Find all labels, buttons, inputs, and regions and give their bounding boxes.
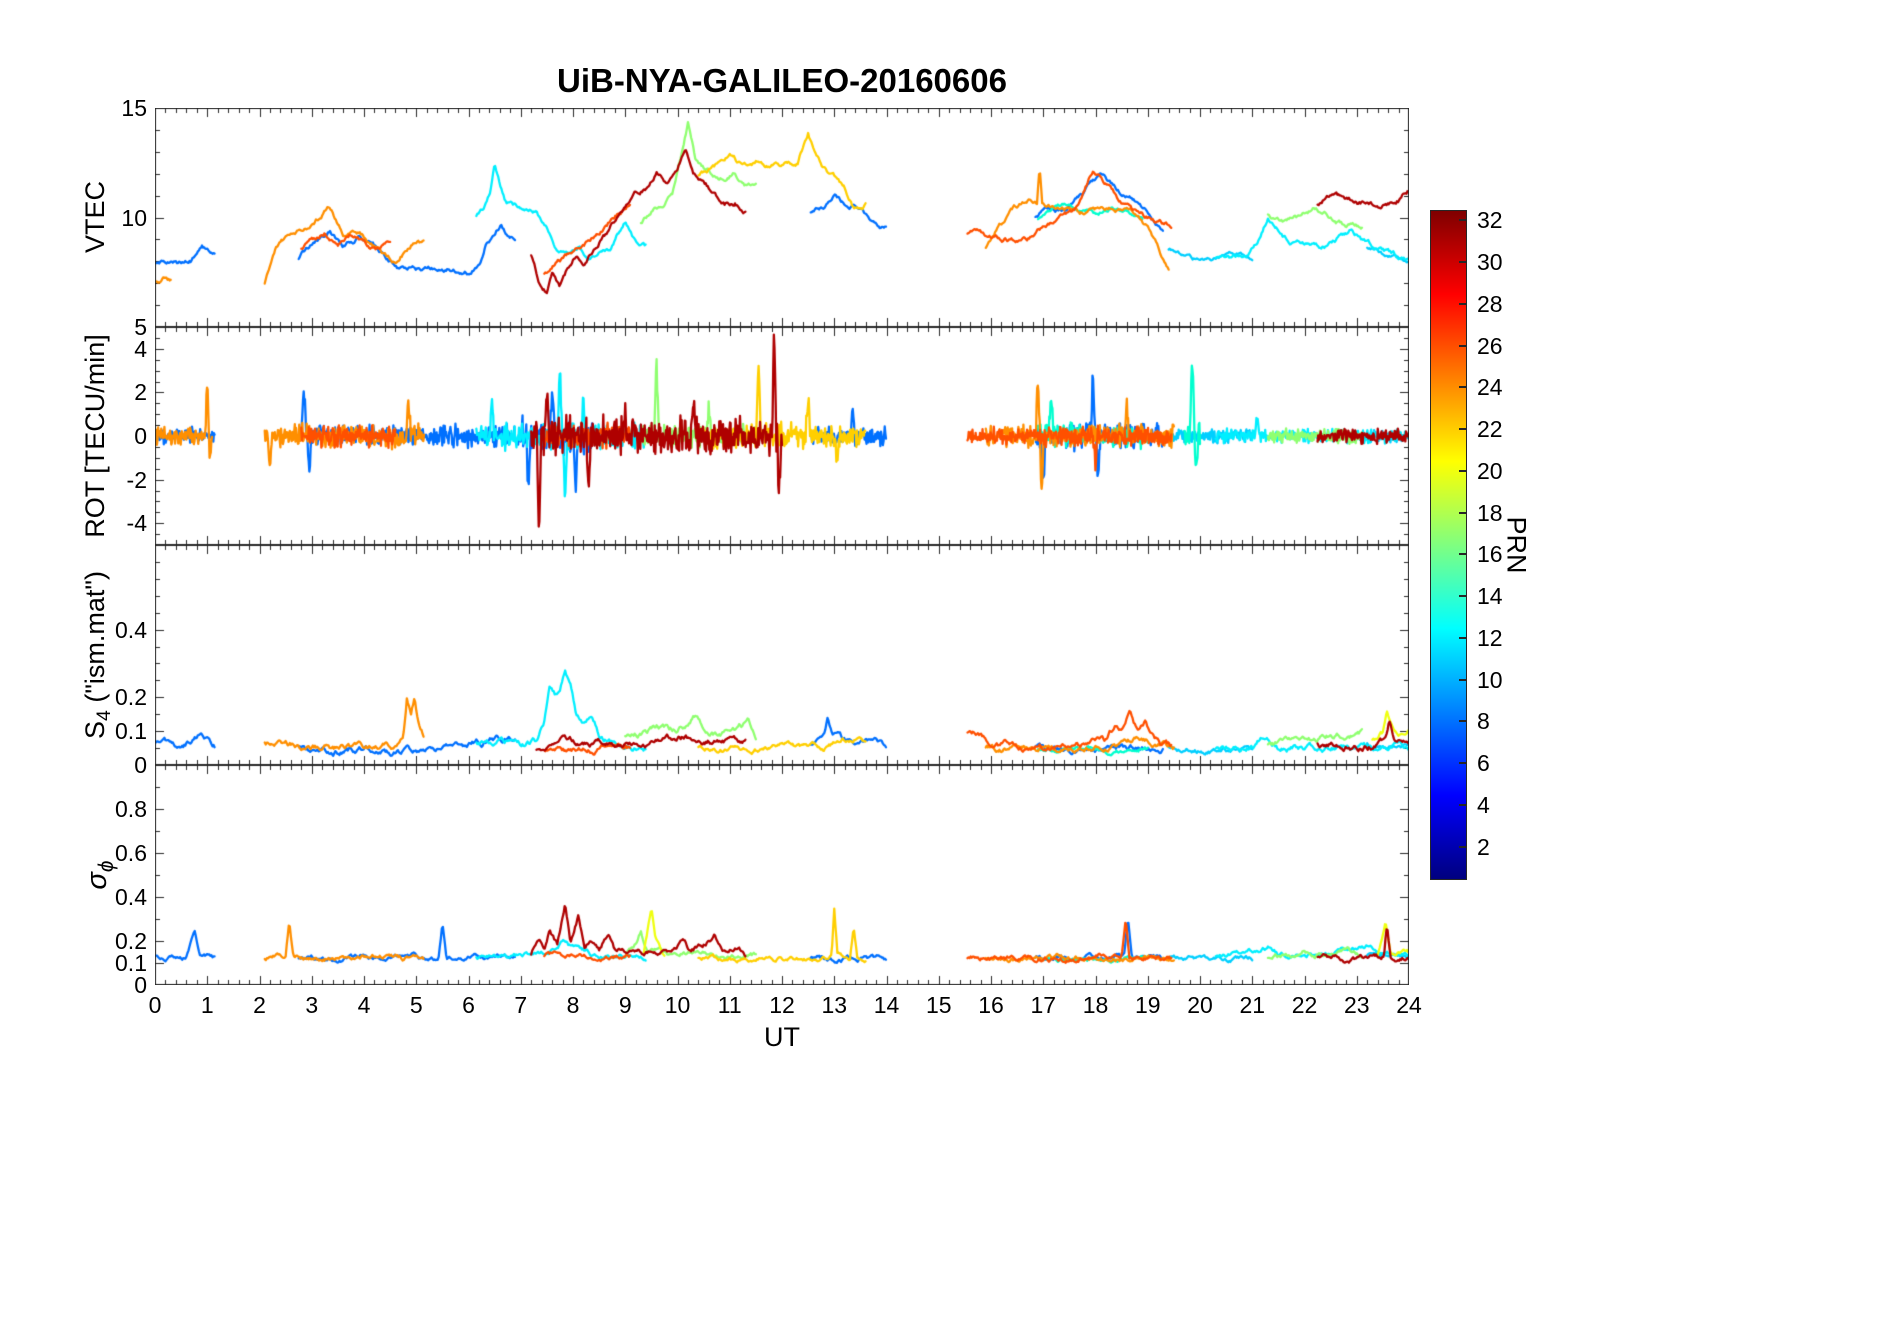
colorbar-tick-label: 14 — [1477, 583, 1503, 610]
panel-s4 — [155, 545, 1409, 765]
colorbar-tick-label: 22 — [1477, 416, 1503, 443]
x-tick-label: 21 — [1239, 992, 1266, 1018]
colorbar-tick-mark — [1459, 553, 1466, 556]
colorbar-tick-label: 26 — [1477, 332, 1503, 359]
colorbar-tick-label: 2 — [1477, 833, 1490, 860]
y-tick-label: -4 — [126, 510, 147, 537]
x-tick-label: 10 — [664, 992, 691, 1018]
x-tick-label: 19 — [1134, 992, 1161, 1018]
y-tick-label: 0.6 — [115, 840, 147, 866]
y-tick-label: 0 — [134, 972, 147, 998]
colorbar-tick-mark — [1459, 469, 1466, 472]
colorbar-label: PRN — [1501, 516, 1532, 574]
y-tick-label: 0.1 — [115, 950, 147, 976]
colorbar-tick-label: 30 — [1477, 249, 1503, 276]
colorbar-tick-label: 32 — [1477, 207, 1503, 234]
colorbar-tick-label: 12 — [1477, 624, 1503, 651]
y-tick-label: 10 — [121, 204, 147, 231]
panel-vtec — [155, 108, 1409, 327]
y-tick-label: -2 — [126, 466, 147, 493]
colorbar-tick-mark — [1459, 511, 1466, 514]
x-tick-label: 6 — [462, 992, 475, 1018]
s4-axis-label: S4 ("ism.mat") — [80, 571, 116, 739]
x-tick-label: 15 — [925, 992, 952, 1018]
vtec-plot-canvas — [155, 108, 1409, 327]
x-tick-label: 5 — [409, 992, 423, 1018]
s4-axis-label-text: S — [79, 720, 110, 739]
s4-plot-canvas — [155, 545, 1409, 765]
x-tick-label: 16 — [978, 992, 1004, 1018]
y-tick-label: 0.2 — [115, 684, 147, 711]
colorbar-tick-mark — [1459, 595, 1466, 598]
colorbar-tick-mark — [1459, 302, 1466, 305]
colorbar-tick-label: 10 — [1477, 666, 1503, 693]
sigma-phi-axis-label: σϕ — [81, 860, 119, 889]
sigma-phi-axis-label-text: σ — [81, 872, 114, 890]
x-tick-label: 20 — [1187, 992, 1213, 1018]
x-tick-label: 1 — [200, 992, 214, 1018]
colorbar-tick-mark — [1459, 261, 1466, 264]
colorbar-tick-mark — [1459, 428, 1466, 431]
x-tick-label: 7 — [514, 992, 528, 1018]
y-tick-label: 0.4 — [115, 884, 147, 910]
colorbar-tick-label: 20 — [1477, 457, 1503, 484]
x-tick-label: 13 — [821, 992, 848, 1018]
chart-title: UiB-NYA-GALILEO-20160606 — [557, 62, 1007, 99]
y-tick-label: 4 — [134, 335, 147, 362]
colorbar-tick-mark — [1459, 762, 1466, 765]
x-tick-label: 24 — [1396, 992, 1422, 1018]
rot-axis-label: ROT [TECU/min] — [80, 334, 116, 538]
colorbar — [1430, 210, 1467, 880]
rot-axis-label-text: ROT [TECU/min] — [79, 334, 110, 538]
colorbar-tick-label: 18 — [1477, 499, 1503, 526]
colorbar-tick-label: 28 — [1477, 290, 1503, 317]
colorbar-tick-label: 4 — [1477, 791, 1490, 818]
y-tick-label: 2 — [134, 379, 147, 406]
s4-axis-label-rest: ("ism.mat") — [79, 571, 110, 711]
x-tick-label: 23 — [1343, 992, 1370, 1018]
x-tick-label: 8 — [566, 992, 580, 1018]
y-tick-label: 0.4 — [115, 616, 147, 643]
colorbar-tick-label: 16 — [1477, 541, 1503, 568]
sigma-phi-plot-canvas — [155, 765, 1409, 985]
vtec-axis-label: VTEC — [80, 181, 116, 253]
y-tick-label: 15 — [121, 95, 147, 121]
colorbar-tick-label: 6 — [1477, 750, 1490, 777]
x-tick-label: 22 — [1291, 992, 1318, 1018]
colorbar-tick-mark — [1459, 386, 1466, 389]
colorbar-tick-mark — [1459, 720, 1466, 723]
y-tick-label: 0.8 — [115, 796, 147, 822]
x-tick-label: 17 — [1030, 992, 1057, 1018]
colorbar-tick-label: 24 — [1477, 374, 1503, 401]
x-tick-label: 2 — [253, 992, 266, 1018]
y-tick-label: 5 — [134, 314, 147, 340]
colorbar-tick-mark — [1459, 219, 1466, 222]
panel-sigma-phi — [155, 765, 1409, 985]
colorbar-tick-mark — [1459, 803, 1466, 806]
panel-rot — [155, 327, 1409, 545]
colorbar-tick-label: 8 — [1477, 708, 1490, 735]
y-tick-label: 0.1 — [115, 718, 147, 745]
y-tick-label: 0.2 — [115, 928, 147, 954]
s4-axis-label-sub: 4 — [93, 710, 116, 721]
x-tick-label: 12 — [769, 992, 795, 1018]
x-tick-label: 4 — [357, 992, 371, 1018]
x-tick-label: 3 — [305, 992, 319, 1018]
vtec-axis-label-text: VTEC — [79, 180, 110, 254]
rot-plot-canvas — [155, 327, 1409, 545]
x-tick-label: 14 — [873, 992, 900, 1018]
x-tick-label: 11 — [717, 992, 742, 1018]
x-axis-label: UT — [764, 1022, 800, 1052]
x-tick-label: 9 — [618, 992, 632, 1018]
colorbar-tick-mark — [1459, 636, 1466, 639]
y-tick-label: 0 — [134, 423, 147, 449]
x-tick-label: 0 — [148, 992, 162, 1018]
x-tick-label: 18 — [1082, 992, 1109, 1018]
colorbar-tick-mark — [1459, 845, 1466, 848]
colorbar-tick-mark — [1459, 678, 1466, 681]
y-tick-label: 0 — [134, 752, 147, 778]
colorbar-tick-mark — [1459, 344, 1466, 347]
